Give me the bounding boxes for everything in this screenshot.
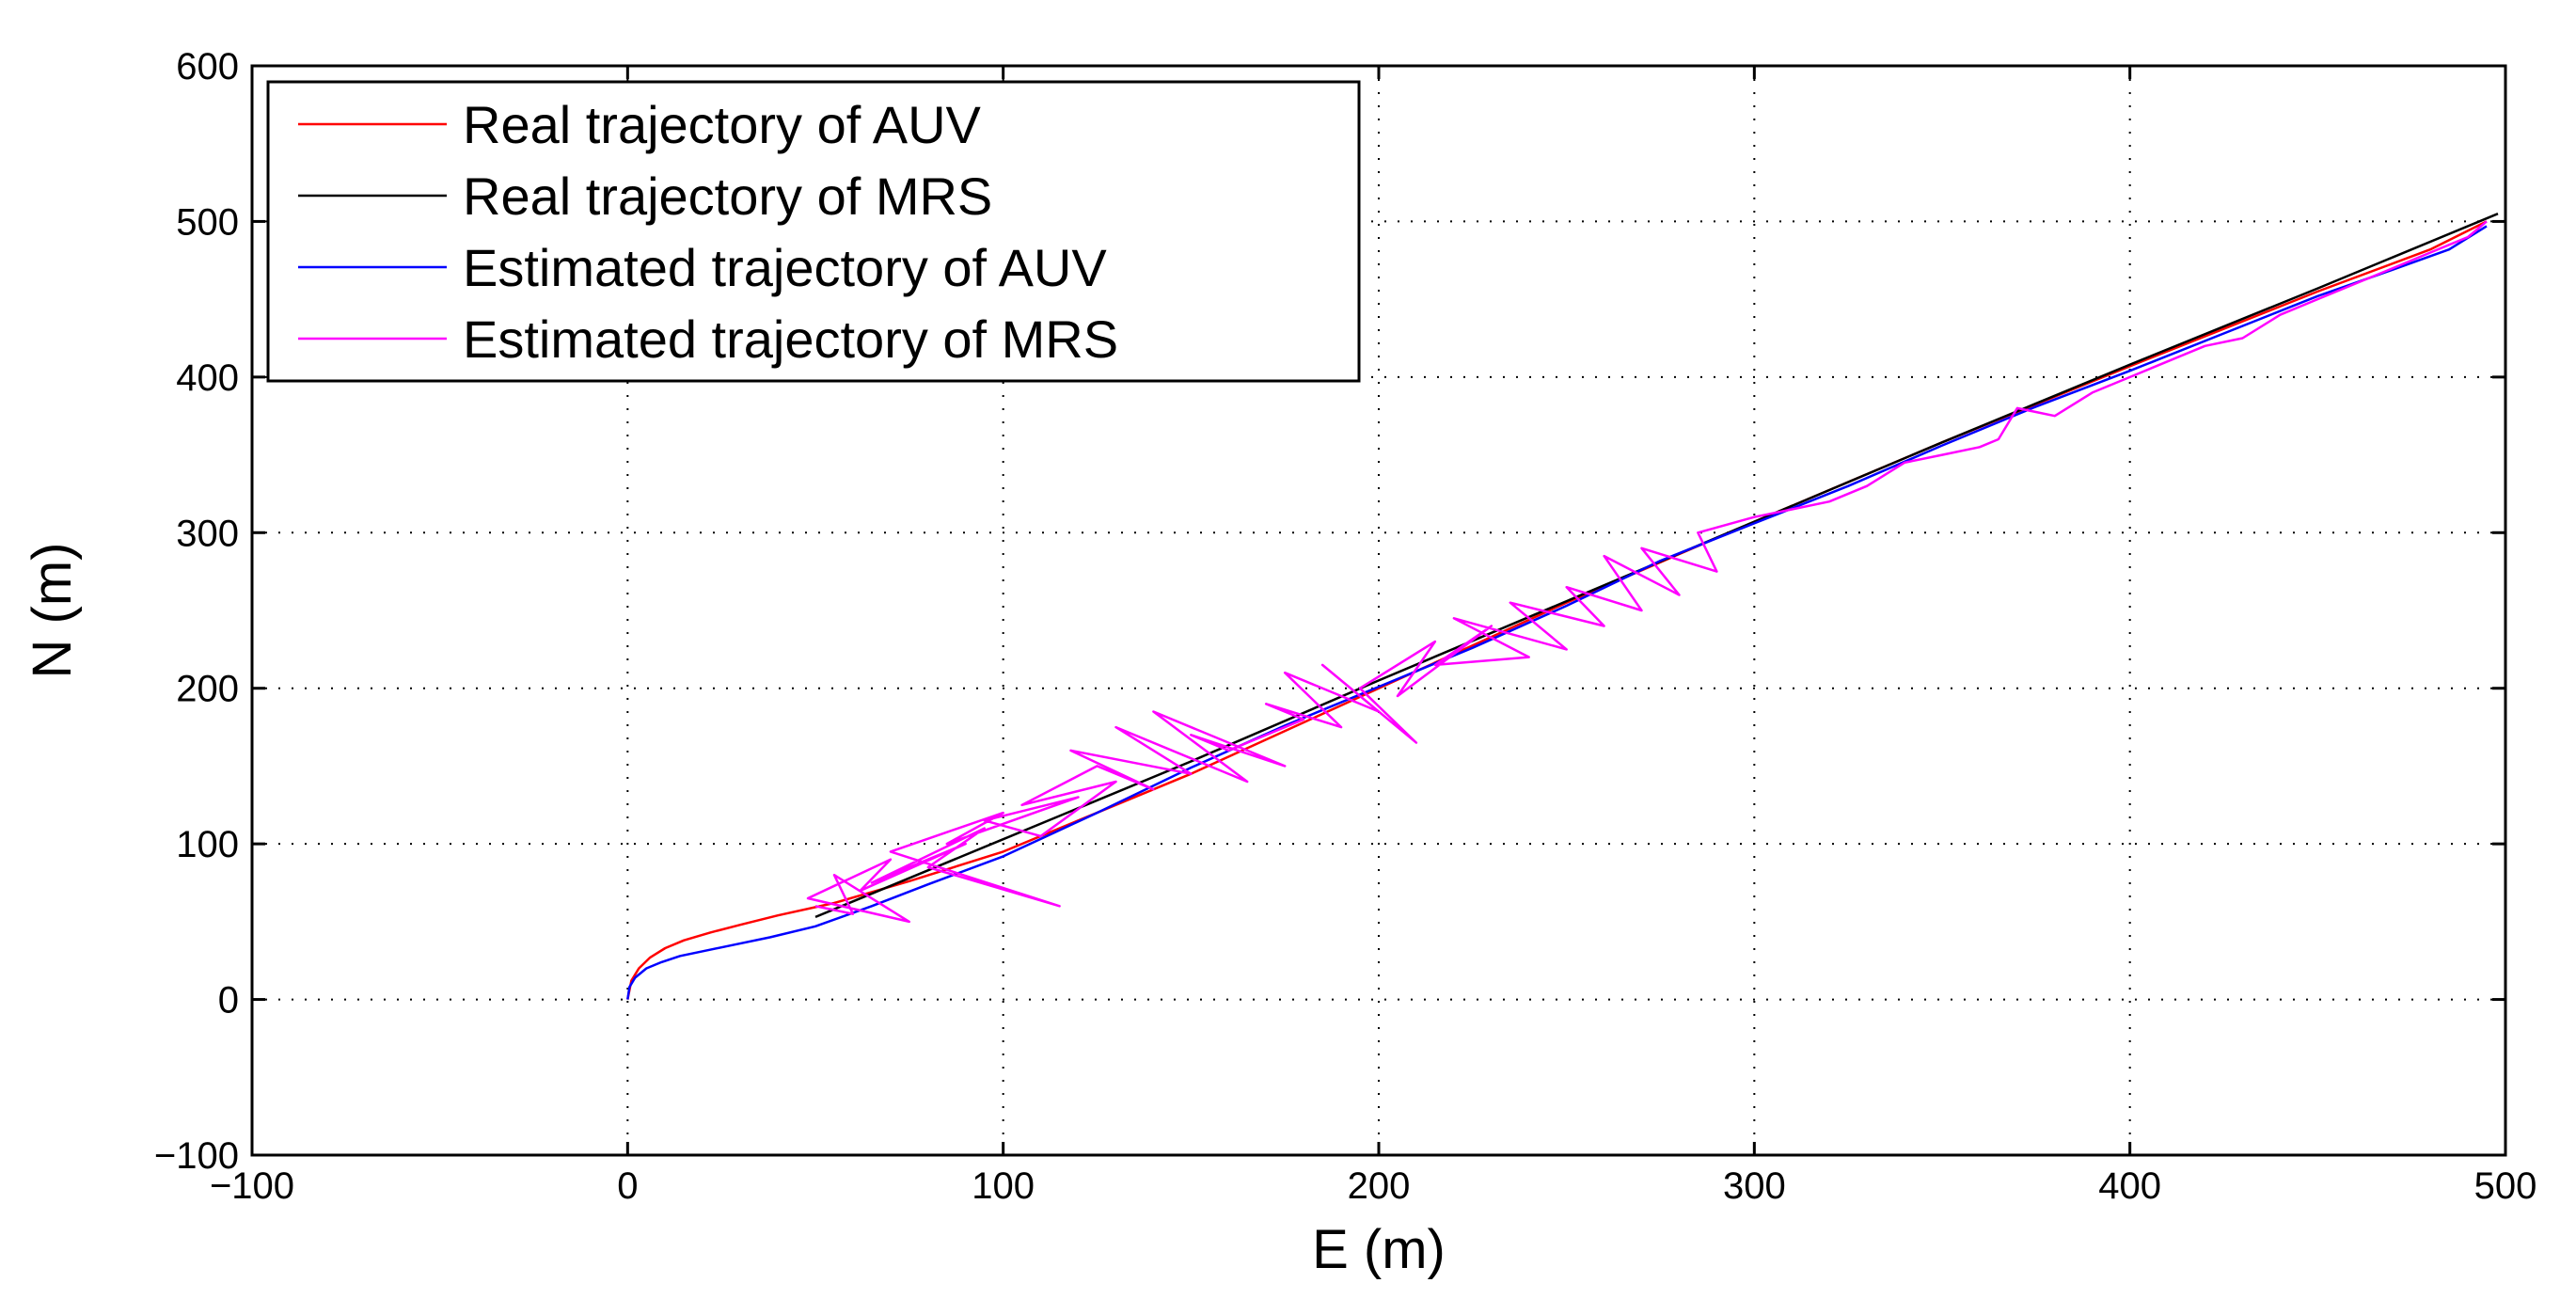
legend-entry-label: Real trajectory of MRS [463,166,992,226]
y-tick-label: −100 [154,1135,239,1177]
y-tick-label: 0 [218,980,239,1022]
legend: Real trajectory of AUV Real trajectory of… [266,80,1361,383]
x-tick-label: 500 [2474,1165,2537,1207]
y-tick-label: 400 [176,357,239,399]
y-tick-label: 500 [176,201,239,243]
x-tick-label: 200 [1348,1165,1411,1207]
x-tick-label: 100 [972,1165,1035,1207]
ticks: −100 0 100 200 300 400 500 −100 0 100 200 300 400 500… [154,46,2536,1207]
x-tick-label: 0 [617,1165,638,1207]
x-axis-label: E (m) [1312,1219,1446,1280]
x-tick-label: −100 [210,1165,294,1207]
legend-entry-label: Real trajectory of AUV [463,95,982,154]
y-tick-label: 600 [176,46,239,87]
y-axis-label: N (m) [22,543,83,679]
series-line-4 [806,220,2488,924]
x-tick-label: 400 [2098,1165,2161,1207]
legend-box [266,80,1361,383]
x-tick-label: 300 [1723,1165,1786,1207]
series-layer [626,213,2499,1000]
y-tick-label: 300 [176,513,239,554]
y-tick-label: 200 [176,669,239,710]
legend-entry-label: Estimated trajectory of MRS [463,309,1118,369]
legend-entry-label: Estimated trajectory of AUV [463,238,1107,297]
y-tick-label: 100 [176,824,239,865]
